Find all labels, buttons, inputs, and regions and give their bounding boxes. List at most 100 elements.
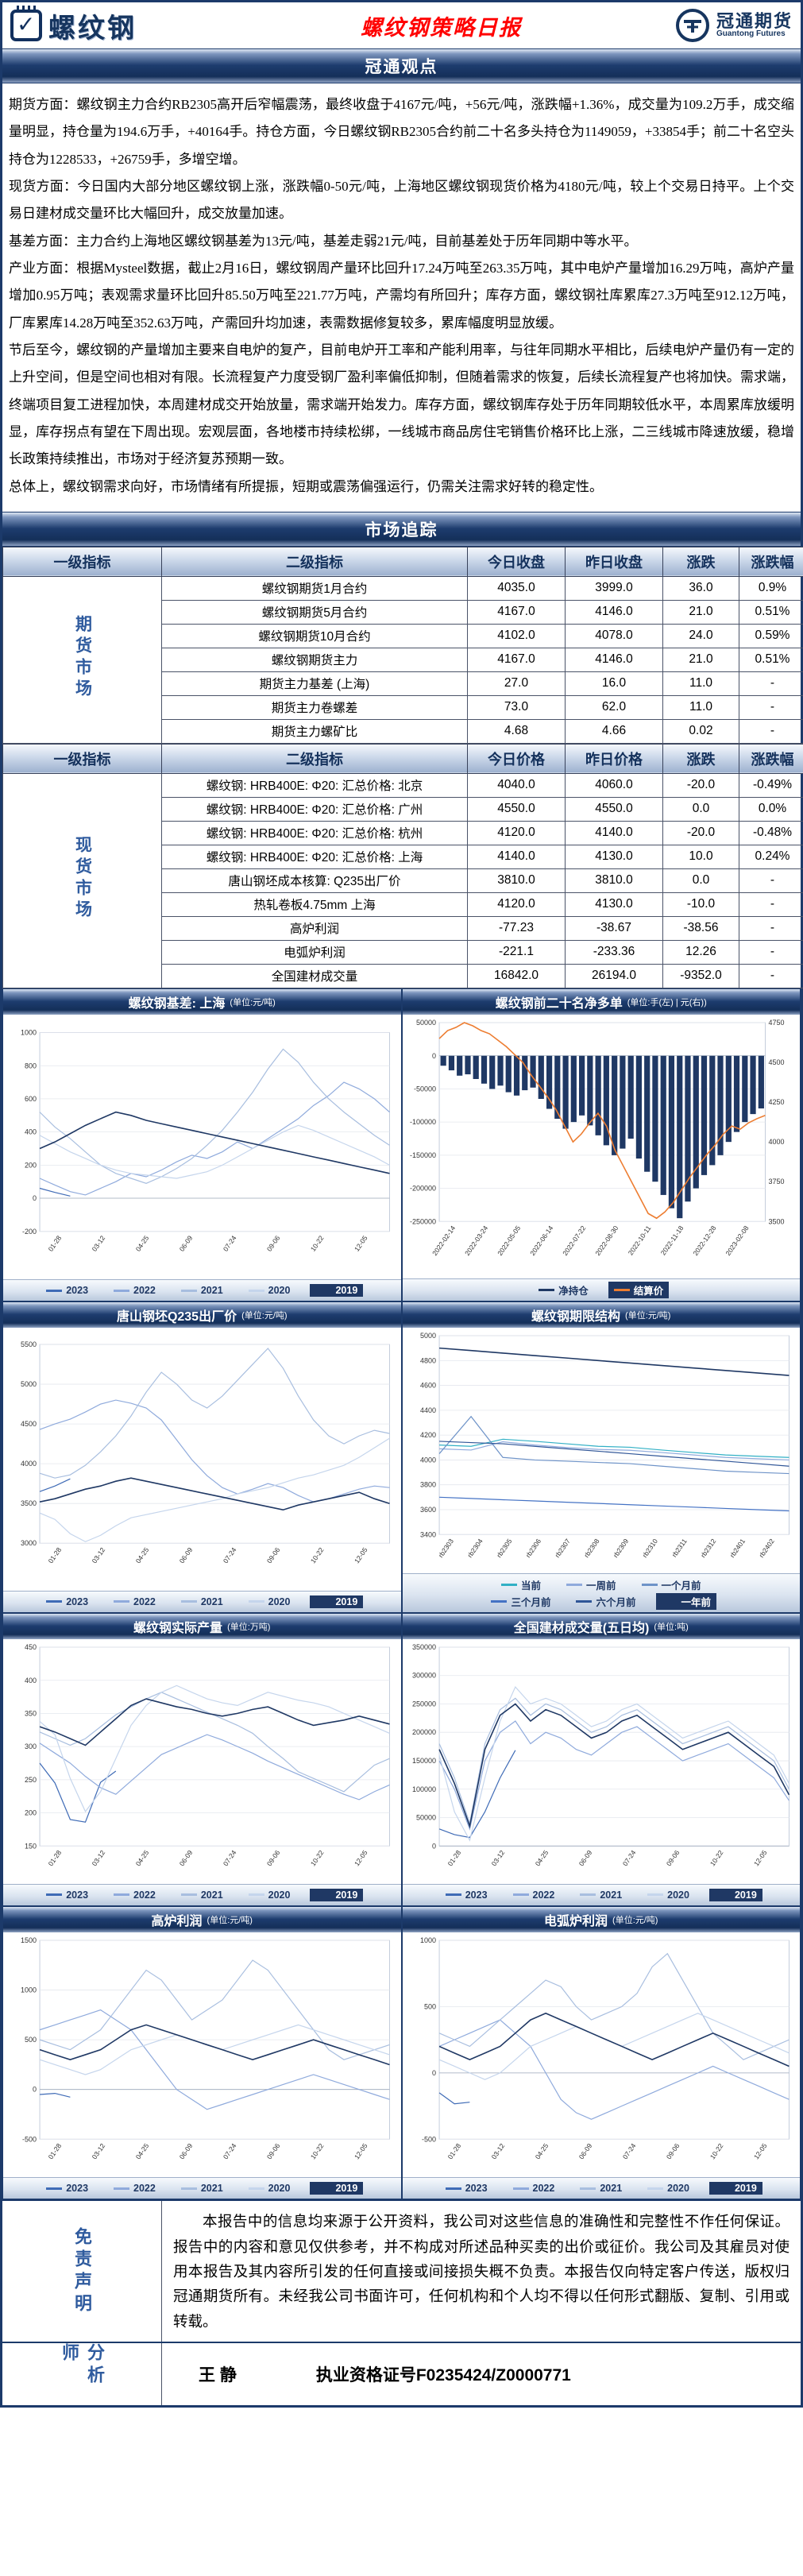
- table-row: 螺纹钢期货主力 4167.0 4146.0 21.0 0.51%: [3, 647, 803, 672]
- cell: 全国建材成交量: [161, 963, 468, 988]
- svg-text:5000: 5000: [420, 1332, 436, 1340]
- svg-text:rb2310: rb2310: [640, 1537, 659, 1560]
- table-row: 期货主力卷螺差 73.0 62.0 11.0-: [3, 694, 803, 720]
- svg-text:07-24: 07-24: [222, 1848, 238, 1867]
- cell: 期货主力卷螺差: [161, 694, 468, 720]
- legend-item-2022: 2022: [108, 1284, 161, 1297]
- column-header: 涨跌: [662, 743, 739, 774]
- chart-legend: 净持仓 结算价: [402, 1278, 800, 1302]
- viewpoint-section-title: 冠通观点: [365, 58, 438, 76]
- legend-swatch-icon: [180, 2187, 197, 2190]
- cell: -: [739, 963, 803, 988]
- legend-swatch-icon: [114, 1893, 130, 1897]
- svg-text:4500: 4500: [768, 1058, 784, 1066]
- legend-swatch-icon: [315, 1600, 332, 1603]
- svg-text:07-24: 07-24: [620, 2141, 637, 2160]
- table-row: 电弧炉利润 -221.1 -233.36 12.26-: [3, 939, 803, 965]
- column-header: 今日价格: [467, 743, 566, 774]
- column-header: 涨跌幅: [739, 743, 803, 774]
- svg-text:0: 0: [432, 1842, 436, 1850]
- rebar-logo: ✓ 螺纹钢: [10, 6, 264, 45]
- svg-text:150000: 150000: [412, 1757, 436, 1765]
- cell: -233.36: [565, 939, 663, 965]
- chart-plot-blast-furnace-profit: 1500 1000 500 0 -500 01-28 03-12 04-25 06-09 07-2…: [21, 1936, 390, 2160]
- svg-text:04-25: 04-25: [134, 1848, 151, 1867]
- svg-text:07-24: 07-24: [222, 2141, 238, 2160]
- legend-swatch-icon: [180, 1289, 197, 1292]
- cell: 高炉利润: [161, 915, 468, 941]
- table-row: 螺纹钢: HRB400E: Φ20: 汇总价格: 上海 4140.0 4130.0 1…: [3, 844, 803, 869]
- svg-text:04-25: 04-25: [134, 1546, 151, 1565]
- svg-text:0: 0: [432, 2069, 436, 2077]
- cell: 4146.0: [565, 599, 663, 625]
- cell: -0.49%: [739, 772, 803, 798]
- legend-swatch-icon: [714, 2187, 731, 2190]
- svg-text:04-25: 04-25: [134, 1234, 151, 1253]
- analyst-name: 王 静: [199, 2366, 237, 2385]
- cell: 11.0: [662, 671, 739, 696]
- chart-legend: 2023 2022 2021 2020 2019: [402, 2177, 800, 2199]
- svg-text:-150000: -150000: [410, 1151, 436, 1159]
- cell: 0.59%: [739, 623, 803, 648]
- svg-text:rb2305: rb2305: [495, 1537, 514, 1560]
- svg-text:03-12: 03-12: [91, 1848, 107, 1867]
- cell: 4550.0: [565, 796, 663, 822]
- svg-text:400: 400: [25, 1676, 37, 1684]
- legend-item-2022: 2022: [508, 1889, 561, 1901]
- cell: 0.9%: [739, 575, 803, 601]
- svg-text:06-09: 06-09: [178, 2141, 195, 2160]
- svg-text:-50000: -50000: [414, 1085, 436, 1093]
- cell: 4130.0: [565, 844, 663, 869]
- cell: 11.0: [662, 694, 739, 720]
- svg-text:12-05: 12-05: [353, 1546, 369, 1565]
- cell: 4167.0: [467, 599, 566, 625]
- chart-title-bar: 唐山钢坯Q235出厂价 (单位:元/吨): [3, 1302, 401, 1329]
- svg-text:1000: 1000: [21, 1028, 37, 1036]
- svg-text:01-28: 01-28: [47, 1546, 64, 1565]
- legend-item-2021: 2021: [574, 1889, 627, 1901]
- table-row: 全国建材成交量 16842.0 26194.0 -9352.0-: [3, 963, 803, 988]
- svg-text:4400: 4400: [420, 1406, 436, 1414]
- chart-panel-basis-shanghai: 螺纹钢基差: 上海 (单位:元/吨) 1000 800 600 400 200 0 -200 01…: [2, 988, 402, 1302]
- table-row: 唐山钢坯成本核算: Q235出厂价 3810.0 3810.0 0.0-: [3, 868, 803, 893]
- legend-swatch-icon: [46, 1600, 63, 1603]
- cell: 16.0: [565, 671, 663, 696]
- legend-item-一年前: 一年前: [655, 1592, 717, 1610]
- cell: -221.1: [467, 939, 566, 965]
- chart-legend: 2023 2022 2021 2020 2019: [3, 1279, 401, 1302]
- column-header: 二级指标: [161, 743, 468, 774]
- svg-text:3800: 3800: [420, 1481, 436, 1489]
- cell: 螺纹钢期货主力: [161, 647, 468, 672]
- svg-text:10-22: 10-22: [708, 1848, 724, 1867]
- cell: 4078.0: [565, 623, 663, 648]
- legend-swatch-icon: [641, 1583, 658, 1586]
- svg-text:0: 0: [33, 2086, 37, 2094]
- cell: 4035.0: [467, 575, 566, 601]
- chart-panel-net-long-top20: 螺纹钢前二十名净多单 (单位:手(左) | 元(右)) 50000 0 -50000 -1…: [401, 988, 801, 1302]
- chart-title: 螺纹钢实际产量: [133, 1621, 223, 1635]
- svg-text:-500: -500: [422, 2135, 436, 2143]
- svg-text:06-09: 06-09: [178, 1848, 195, 1867]
- disclaimer-section: 免责声明 本报告中的信息均来源于公开资料，我公司对这些信息的准确性和完整性不作任…: [2, 2199, 801, 2342]
- cell: 螺纹钢期货5月合约: [161, 599, 468, 625]
- svg-text:12-05: 12-05: [353, 1234, 369, 1253]
- cell: 4.66: [565, 718, 663, 744]
- svg-text:4250: 4250: [768, 1098, 784, 1106]
- svg-text:10-22: 10-22: [708, 2141, 724, 2160]
- cell: 3999.0: [565, 575, 663, 601]
- legend-swatch-icon: [580, 1893, 596, 1897]
- legend-item-2021: 2021: [176, 1284, 229, 1297]
- cell: -: [739, 718, 803, 744]
- svg-text:06-09: 06-09: [577, 1848, 593, 1867]
- svg-text:3500: 3500: [21, 1499, 37, 1507]
- viewpoint-paragraph: 产业方面：根据Mysteel数据，截止2月16日，螺纹钢周产量环比回升17.24…: [9, 260, 794, 331]
- legend-item-2020: 2020: [642, 2182, 695, 2195]
- svg-text:09-06: 09-06: [265, 2141, 282, 2160]
- legend-swatch-icon: [46, 1289, 63, 1292]
- svg-text:0: 0: [432, 1052, 436, 1060]
- cell: -10.0: [662, 892, 739, 917]
- svg-text:200: 200: [25, 1161, 37, 1169]
- svg-text:10-22: 10-22: [309, 1546, 326, 1565]
- svg-text:rb2311: rb2311: [670, 1537, 688, 1559]
- legend-swatch-icon: [114, 1600, 130, 1603]
